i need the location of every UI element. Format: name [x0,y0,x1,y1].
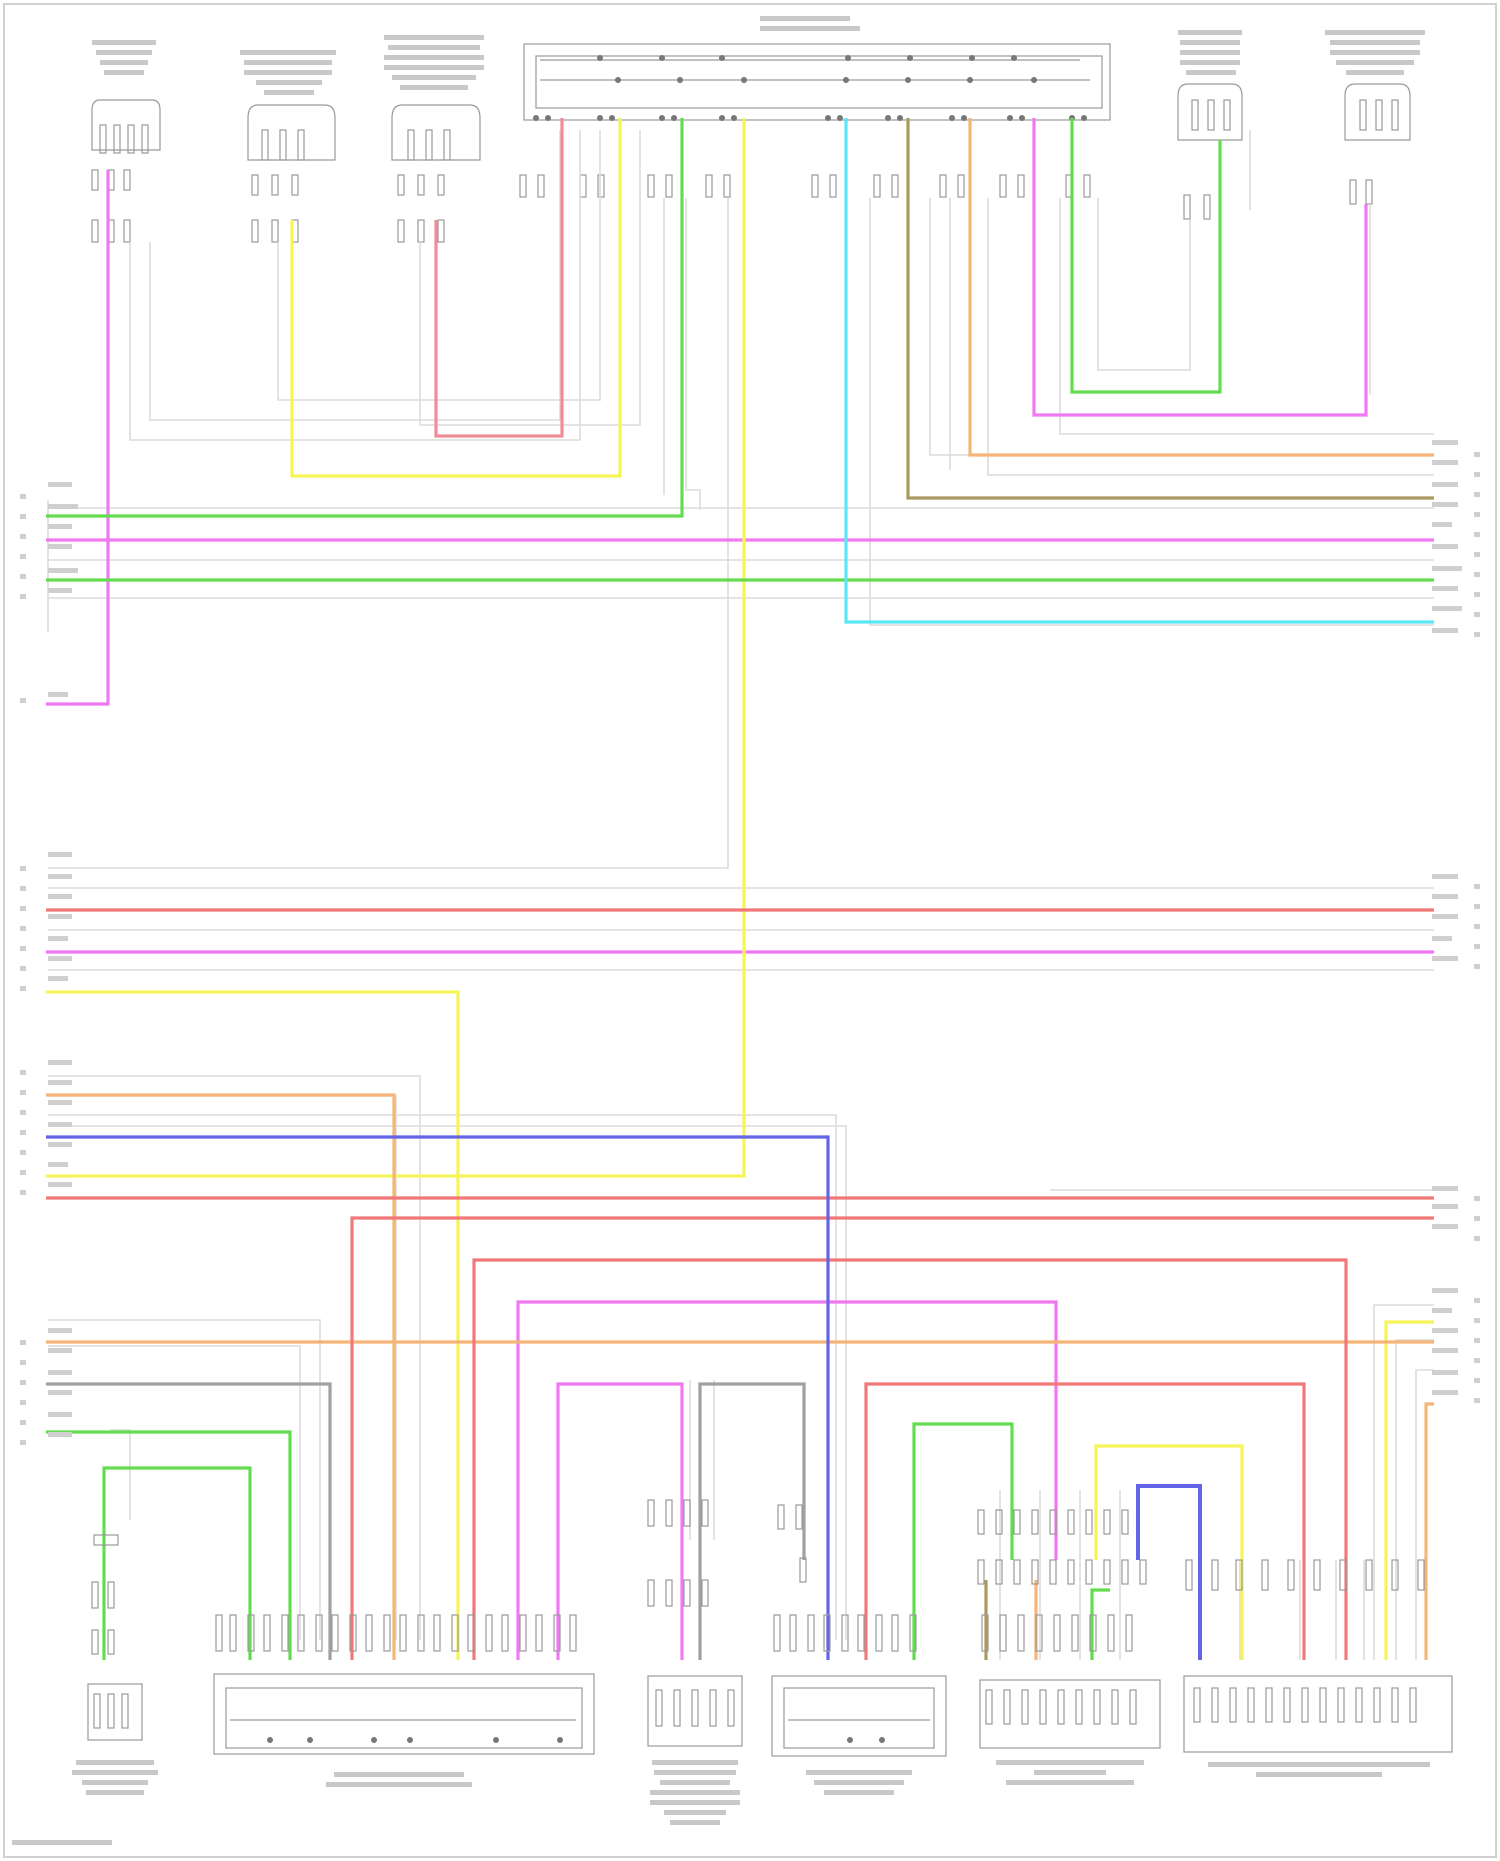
wire-yellow-vertical [46,118,746,1178]
wire-green-lower-left [102,1466,252,1660]
wire-green-bus-left [46,1430,292,1660]
wire-gray-lower-mid [698,1382,806,1660]
comp-top-5 [1177,83,1243,220]
wire-yellow-bottom [1094,1444,1244,1660]
comp-top-1 [91,99,161,243]
comp-bottom-5 [977,1509,1161,1749]
left-wire-marks [20,482,78,1445]
comp-bottom-6 [1183,1559,1453,1753]
wire-pink-lower-1 [516,1300,1058,1660]
wire-orange-top [968,118,1434,457]
wire-red-lower-1 [350,1216,1434,1660]
wire-blue-main [46,1135,830,1660]
wire-yellow-right [1384,1320,1434,1660]
diagram-frame [3,3,1497,1858]
wire-cyan-top [844,118,1434,624]
wire-green-lower-mid [912,1422,1014,1660]
comp-bottom-3 [647,1499,743,1747]
top-text-marks [92,16,1425,95]
comp-top-junction [519,43,1111,198]
wire-green-bottom [1090,1588,1110,1660]
comp-top-2 [247,104,336,243]
wire-yellow-left [46,990,460,1660]
wire-pink-lower-2 [556,1382,684,1660]
wire-red-lower-3 [864,1382,1306,1660]
wire-gray-lower-left [46,1382,332,1660]
wire-red-lower-2 [472,1258,1348,1660]
right-wire-marks [1432,440,1480,1403]
wire-blue-bottom [1136,1484,1202,1660]
wire-green-top [46,118,684,518]
bottom-components [87,1499,1453,1757]
wire-pink-top-right [1032,118,1368,417]
wire-green-top-right [1070,118,1222,394]
wire-yellow-top [290,118,622,478]
wire-orange-right [1424,1402,1434,1660]
comp-bottom-1 [87,1534,143,1741]
comp-top-3 [391,104,481,243]
bottom-text-marks [12,1760,1430,1845]
gray-wires [47,130,1434,1660]
comp-bottom-4 [771,1504,947,1757]
wire-orange-left [46,1093,396,1660]
wire-red-top [434,118,564,438]
wire-brown-top [906,118,1434,500]
colored-wires [46,118,1434,1660]
wire-pink-left [46,170,110,706]
top-components [91,43,1411,243]
comp-top-6 [1344,83,1411,205]
comp-bottom-2 [213,1614,595,1755]
